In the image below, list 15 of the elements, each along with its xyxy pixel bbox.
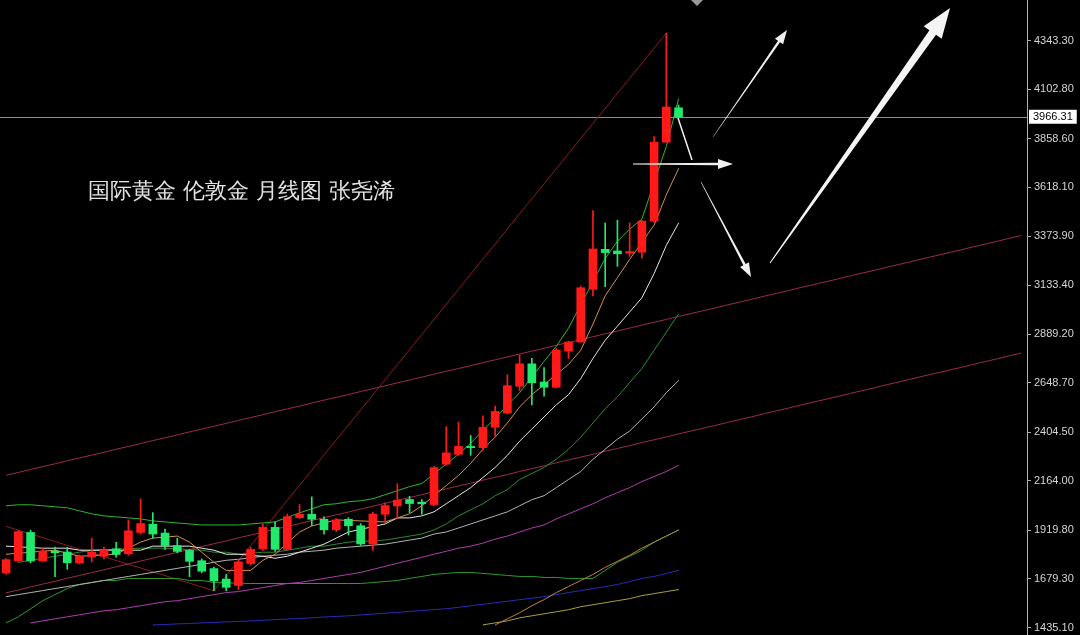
y-tick-label: 2404.50 xyxy=(1034,425,1074,438)
y-tick-label: 4102.80 xyxy=(1034,82,1074,95)
y-tick-label: 1435.10 xyxy=(1034,620,1074,633)
text: 国际黄金 伦敦金 月线图 张尧浠 xyxy=(88,177,395,205)
ref-line-label: 3966.31 xyxy=(1033,110,1073,123)
y-tick-label: 3618.10 xyxy=(1034,180,1074,193)
y-tick-label: 1679.30 xyxy=(1034,571,1074,584)
y-tick-label: 3133.40 xyxy=(1034,278,1074,291)
y-tick-label: 1919.80 xyxy=(1034,523,1074,536)
y-tick-label: 2648.70 xyxy=(1034,375,1074,388)
y-tick-label: 2889.20 xyxy=(1034,327,1074,340)
y-tick-label: 4343.30 xyxy=(1034,33,1074,46)
y-tick-label: 2164.00 xyxy=(1034,473,1074,486)
y-tick-label: 3373.90 xyxy=(1034,229,1074,242)
y-tick-label: 3858.60 xyxy=(1034,131,1074,144)
